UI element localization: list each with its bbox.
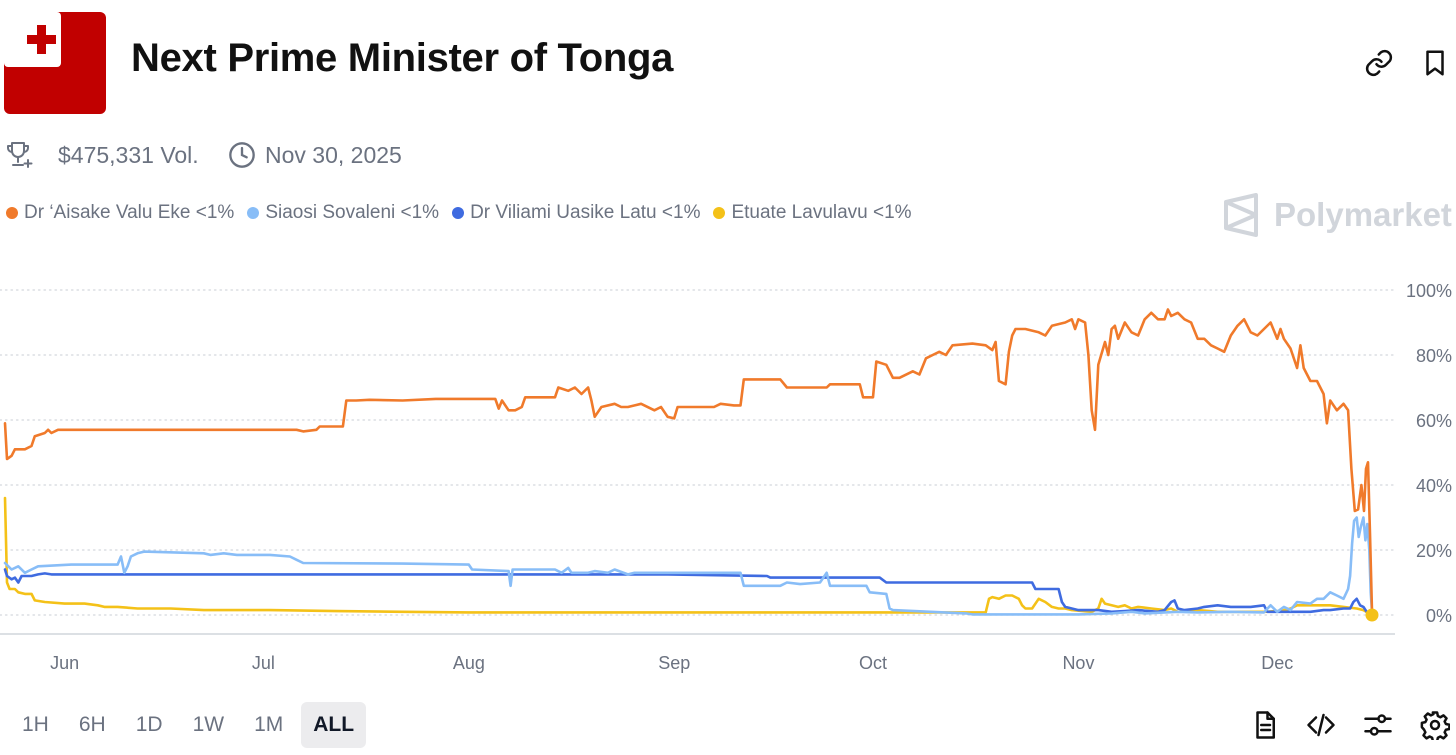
legend-item-eke[interactable]: Dr ‘Aisake Valu Eke <1%: [6, 202, 234, 224]
series-line-siaosi-sovaleni[interactable]: [3, 516, 1374, 616]
end-date-value: Nov 30, 2025: [265, 141, 402, 168]
grid: [0, 289, 1396, 616]
watermark-text: Polymarket: [1274, 196, 1452, 233]
time-range-selector: 1H 6H 1D 1W 1M ALL: [10, 702, 372, 748]
series-line-dr-aisake-valu-eke[interactable]: [3, 308, 1374, 614]
tonga-flag-logo: [4, 12, 106, 114]
legend-dot: [247, 207, 260, 219]
x-tick-label: Aug: [453, 653, 485, 673]
chart-legend: Dr ‘Aisake Valu Eke <1% Siaosi Sovaleni …: [6, 202, 925, 224]
sliders-icon[interactable]: [1363, 710, 1393, 740]
x-tick-label: Jun: [50, 653, 79, 673]
range-1h-button[interactable]: 1H: [22, 713, 49, 736]
volume-value: $475,331 Vol.: [58, 141, 199, 168]
y-tick-label: 20%: [1416, 541, 1452, 561]
legend-dot: [452, 207, 465, 219]
price-chart[interactable]: 0% 20% 40% 60% 80% 100% Jun Jul Aug Sep Oct Nov Dec: [0, 270, 1456, 680]
x-tick-label: Nov: [1062, 653, 1094, 673]
legend-dot: [713, 207, 726, 219]
trophy-icon: [7, 142, 33, 168]
range-all-button[interactable]: ALL: [301, 702, 367, 748]
y-tick-label: 0%: [1426, 606, 1452, 626]
legend-label: Dr ‘Aisake Valu Eke <1%: [24, 202, 235, 223]
legend-item-sovaleni[interactable]: Siaosi Sovaleni <1%: [247, 202, 439, 224]
document-icon[interactable]: [1250, 710, 1280, 740]
series-group: [3, 308, 1379, 622]
code-icon[interactable]: [1306, 710, 1336, 740]
series-line-etuate-lavulavu[interactable]: [3, 496, 1374, 617]
bookmark-icon[interactable]: [1420, 48, 1450, 78]
flag-cross-horizontal: [27, 35, 56, 44]
legend-item-lavulavu[interactable]: Etuate Lavulavu <1%: [713, 202, 912, 224]
y-tick-label: 40%: [1416, 476, 1452, 496]
x-tick-label: Jul: [252, 653, 275, 673]
x-tick-label: Dec: [1261, 653, 1293, 673]
range-1d-button[interactable]: 1D: [135, 713, 163, 736]
link-icon[interactable]: [1364, 48, 1394, 78]
range-6h-button[interactable]: 6H: [78, 713, 106, 736]
end-date-stat: Nov 30, 2025: [228, 139, 402, 171]
legend-label: Dr Viliami Uasike Latu <1%: [470, 202, 701, 223]
legend-dot: [6, 207, 18, 219]
settings-icon[interactable]: [1420, 710, 1450, 740]
y-tick-label: 80%: [1416, 346, 1452, 366]
y-tick-label: 100%: [1406, 281, 1452, 301]
polymarket-logo-icon: [1224, 193, 1258, 237]
legend-label: Siaosi Sovaleni <1%: [265, 202, 440, 223]
axes: 0% 20% 40% 60% 80% 100% Jun Jul Aug Sep Oct Nov Dec: [0, 281, 1452, 673]
range-1m-button[interactable]: 1M: [254, 713, 284, 736]
polymarket-watermark: Polymarket: [1222, 193, 1452, 237]
range-1w-button[interactable]: 1W: [192, 713, 225, 736]
legend-label: Etuate Lavulavu <1%: [731, 202, 912, 223]
y-tick-label: 60%: [1416, 411, 1452, 431]
current-value-marker: [1365, 608, 1379, 622]
x-tick-label: Sep: [658, 653, 690, 673]
volume-stat: $475,331 Vol.: [4, 139, 199, 171]
page-title: Next Prime Minister of Tonga: [131, 36, 674, 80]
x-tick-label: Oct: [859, 653, 887, 673]
series-line-dr-viliami-uasike-latu[interactable]: [3, 568, 1374, 614]
clock-icon: [229, 142, 255, 168]
legend-item-latu[interactable]: Dr Viliami Uasike Latu <1%: [452, 202, 700, 224]
